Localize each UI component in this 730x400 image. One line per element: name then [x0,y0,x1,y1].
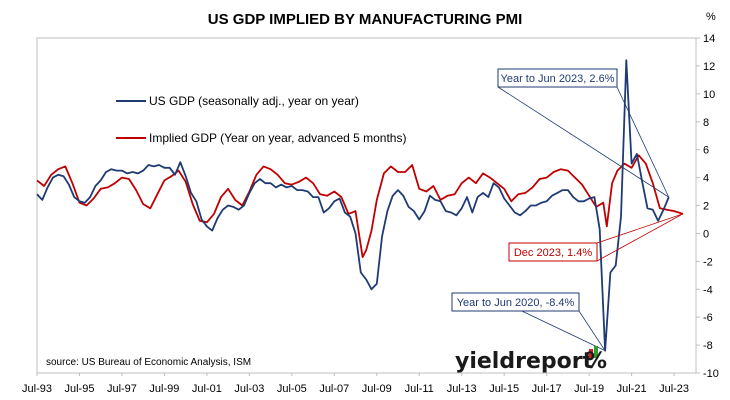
y-tick-label: -10 [703,368,719,380]
y-tick-label: -4 [703,284,713,296]
callout-leader [596,213,684,244]
y-tick-label: 4 [703,173,709,185]
x-tick-label: Jul-99 [149,383,179,395]
brand-bar-red [589,349,593,358]
y-unit-label: % [706,11,716,23]
y-tick-label: 14 [703,33,715,45]
x-tick-label: Jul-09 [362,383,392,395]
y-tick-label: -8 [703,340,713,352]
callout-leader [616,86,670,198]
callout-leader [521,310,606,352]
x-tick-label: Jul-23 [659,383,689,395]
legend-label: US GDP (seasonally adj., year on year) [149,94,359,108]
chart-title: US GDP IMPLIED BY MANUFACTURING PMI [208,11,522,28]
callout-leader [497,86,669,198]
x-tick-label: Jul-19 [574,383,604,395]
y-axis: 14 12 10 8 6 4 2 0 -2 -4 -6 -8 -10 [696,33,719,380]
brand-logo: yieldreport% [455,346,607,374]
legend-label: Implied GDP (Year on year, advanced 5 mo… [149,131,406,145]
x-tick-label: Jul-13 [447,383,477,395]
x-tick-label: Jul-03 [234,383,264,395]
x-tick-label: Jul-95 [64,383,94,395]
x-tick-label: Jul-21 [617,383,647,395]
callout-box [508,242,598,262]
implied-gdp-line [36,154,684,258]
y-tick-label: 0 [703,228,709,240]
x-tick-label: Jul-07 [319,383,349,395]
callout-box [451,292,580,312]
callout-label: Year to Jun 2023, 2.6% [501,73,615,85]
x-tick-label: Jul-15 [489,383,519,395]
callouts-layer: Year to Jun 2023, 2.6% Dec 2023, 1.4% Year… [451,68,684,352]
y-tick-label: 12 [703,61,715,73]
y-tick-label: -6 [703,312,713,324]
y-tick-label: 8 [703,117,709,129]
brand-percent-symbol: % [585,349,607,374]
x-tick-label: Jul-05 [277,383,307,395]
legend: US GDP (seasonally adj., year on year) Im… [116,94,406,145]
series-layer [36,59,684,352]
y-tick-label: 10 [703,89,715,101]
callout-leader [596,213,684,262]
x-tick-label: Jul-01 [192,383,222,395]
callout-label: Year to Jun 2020, -8.4% [457,297,575,309]
source-note: source: US Bureau of Economic Analysis, … [46,357,251,368]
brand-wordmark: yieldreport [455,349,594,374]
callout-box [497,68,618,88]
brand-bar-green [594,346,598,358]
y-tick-label: -2 [703,256,713,268]
x-tick-label: Jul-11 [405,383,434,395]
x-tick-label: Jul-93 [22,383,52,395]
x-tick-label: Jul-17 [532,383,562,395]
x-axis: Jul-93 Jul-95 Jul-97 Jul-99 Jul-01 Jul-03 Jul-… [22,373,689,395]
us-gdp-line [36,59,670,352]
y-tick-label: 2 [703,201,709,213]
callout-label: Dec 2023, 1.4% [514,247,592,259]
x-tick-label: Jul-97 [107,383,137,395]
callout-leader [578,310,606,351]
y-tick-label: 6 [703,145,709,157]
